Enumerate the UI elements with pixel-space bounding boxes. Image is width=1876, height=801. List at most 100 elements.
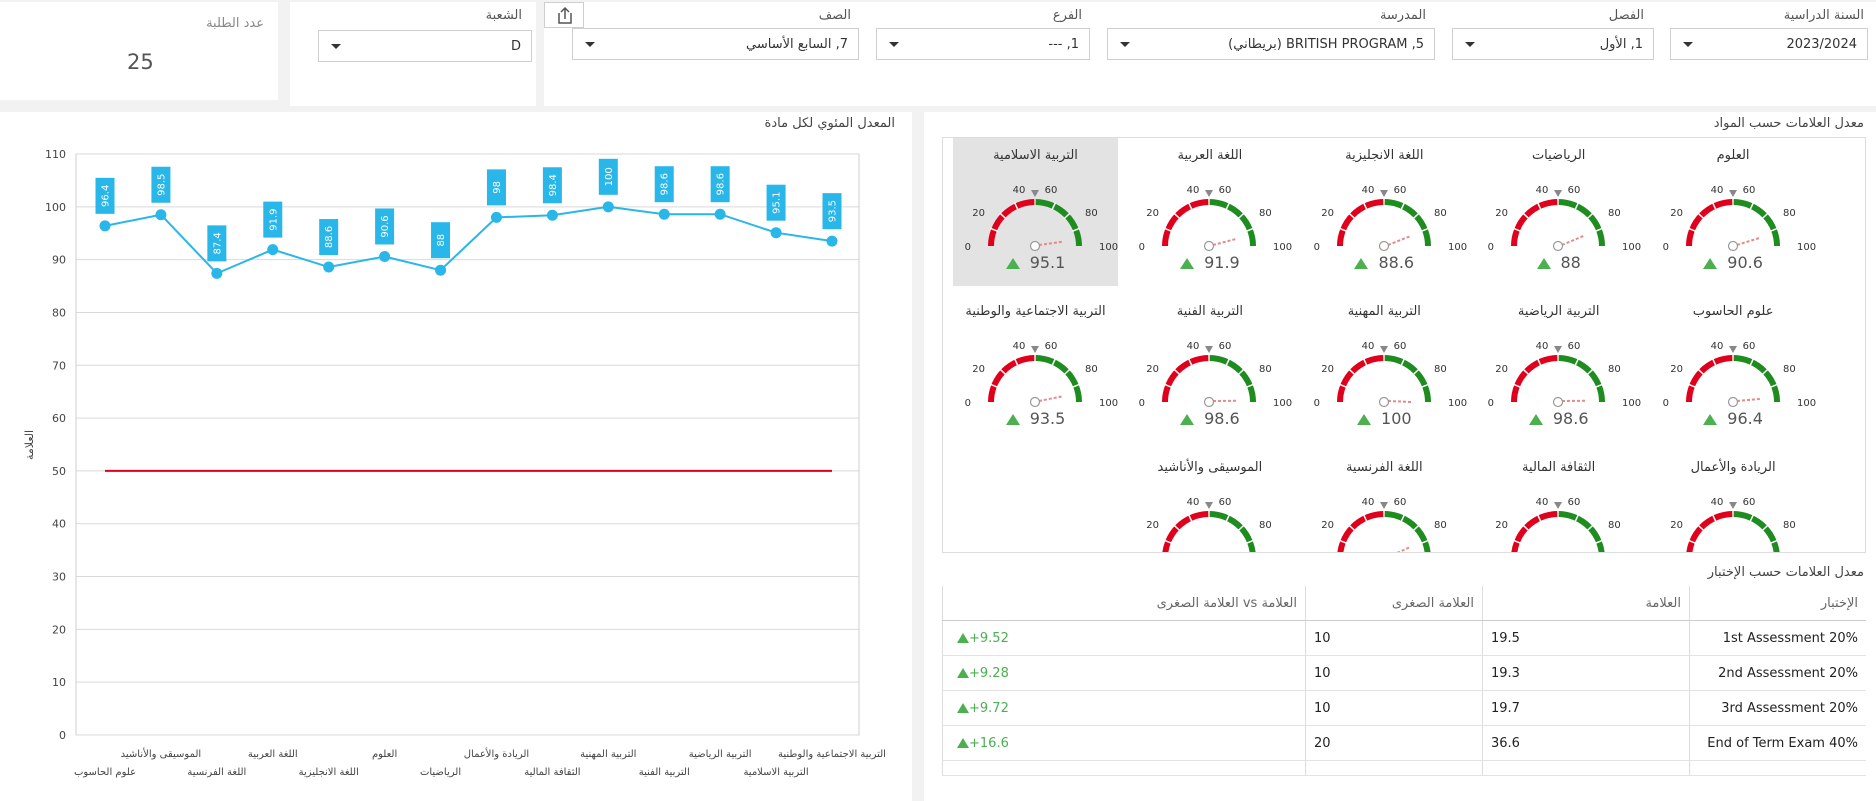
x-tick-label: اللغة الفرنسية bbox=[187, 767, 246, 778]
grade-select[interactable]: 7, السابع الأساسي bbox=[572, 28, 859, 60]
data-label: 91.9 bbox=[268, 208, 279, 230]
gauge-scale-label: 100 bbox=[1273, 398, 1292, 409]
gauge-band bbox=[1733, 511, 1780, 552]
section-select[interactable]: D bbox=[318, 30, 532, 62]
gauge-tick bbox=[1586, 368, 1594, 376]
subject-gauge[interactable]: الرياضيات 0 20 40 60 80 100 88 bbox=[1476, 138, 1641, 286]
data-label: 88.6 bbox=[324, 226, 335, 248]
subject-gauge[interactable]: اللغة الانجليزية 0 20 40 60 80 100 88.6 bbox=[1302, 138, 1466, 286]
subject-gauge[interactable]: التربية الرياضية 0 20 40 60 80 100 98.6 bbox=[1476, 294, 1641, 442]
subject-gauge[interactable]: التربية الاسلامية 0 20 40 60 80 100 95.1 bbox=[953, 138, 1118, 286]
school-select[interactable]: 5, BRITISH PROGRAM (بريطاني) bbox=[1107, 28, 1435, 60]
data-label-box bbox=[95, 177, 115, 214]
x-tick-label: التربية الرياضية bbox=[689, 749, 752, 760]
column-header[interactable]: العلامة vs العلامة الصغرى bbox=[942, 586, 1306, 621]
subject-gauge[interactable]: الريادة والأعمال020406080100 bbox=[1651, 450, 1816, 552]
gauge-band bbox=[1733, 355, 1780, 403]
gauge-scale-label: 80 bbox=[1783, 364, 1796, 375]
gauge-tick bbox=[1412, 212, 1420, 220]
subject-gauge[interactable]: التربية الفنية 0 20 40 60 80 100 98.6 bbox=[1127, 294, 1292, 442]
term-select[interactable]: 1, الأول bbox=[1452, 28, 1654, 60]
subject-gauge[interactable]: التربية الاجتماعية والوطنية 0 20 40 60 80 100 9… bbox=[953, 294, 1118, 442]
subject-gauge[interactable]: الموسيقى والأناشيد020406080100 bbox=[1127, 450, 1292, 552]
gauge-scale-label: 100 bbox=[1622, 242, 1641, 253]
gauge-scale-label: 40 bbox=[1013, 341, 1026, 352]
gauge-scale-label: 80 bbox=[1434, 364, 1447, 375]
triangle-up-icon bbox=[1180, 414, 1195, 425]
gauge-needle bbox=[1736, 397, 1761, 402]
data-label-box bbox=[542, 167, 562, 204]
table-row bbox=[942, 760, 1866, 776]
gauge-band bbox=[1162, 511, 1209, 552]
gauge-tick bbox=[1513, 383, 1522, 388]
column-header[interactable]: الإختبار bbox=[1689, 586, 1866, 621]
data-point bbox=[379, 250, 391, 262]
gauge-band bbox=[1685, 355, 1733, 403]
subject-gauge[interactable]: اللغة الفرنسية020406080100 bbox=[1302, 450, 1467, 552]
gauge-tick bbox=[1400, 202, 1405, 211]
export-icon bbox=[558, 6, 572, 24]
gauge-value-text: 90.6 bbox=[1727, 253, 1763, 272]
gauge-tick bbox=[1761, 368, 1769, 376]
data-label: 98.5 bbox=[156, 174, 167, 196]
data-label: 98.4 bbox=[548, 174, 559, 196]
gauge-tick bbox=[1164, 383, 1173, 388]
table-row[interactable]: 2nd Assessment 20% 19.3 10 9.28+ bbox=[942, 655, 1866, 691]
export-button[interactable] bbox=[544, 2, 584, 28]
column-header[interactable]: العلامة bbox=[1482, 586, 1690, 621]
subject-gauge[interactable]: علوم الحاسوب 0 20 40 60 80 100 96.4 bbox=[1651, 294, 1815, 442]
year-select-value: 2023/2024 bbox=[1786, 37, 1857, 52]
gauge-scale-label: 60 bbox=[1393, 185, 1406, 196]
table-row[interactable]: 1st Assessment 20% 19.5 10 9.52+ bbox=[942, 620, 1866, 656]
gauge-scale-label: 60 bbox=[1393, 497, 1406, 508]
subject-gauge[interactable]: اللغة العربية 0 20 40 60 80 100 91.9 bbox=[1127, 138, 1292, 286]
gauge-marker bbox=[1205, 346, 1214, 353]
subject-gauge[interactable]: العلوم 0 20 40 60 80 100 90.6 bbox=[1651, 138, 1816, 286]
gauge-scale-label: 100 bbox=[1797, 242, 1816, 253]
gauge-band bbox=[1558, 511, 1605, 552]
gauge-scale-label: 20 bbox=[1321, 208, 1334, 219]
data-point bbox=[490, 211, 502, 223]
subject-gauge[interactable]: الثقافة المالية020406080100 bbox=[1476, 450, 1641, 552]
triangle-up-icon bbox=[957, 667, 969, 678]
x-tick-label: العلوم bbox=[372, 749, 397, 760]
term-select-value: 1, الأول bbox=[1599, 37, 1643, 52]
mark-cell: 19.5 bbox=[1482, 620, 1690, 656]
gauge-value-text: 91.9 bbox=[1204, 253, 1240, 272]
data-point bbox=[267, 244, 279, 256]
table-row[interactable]: 3rd Assessment 20% 19.7 10 9.72+ bbox=[942, 690, 1866, 726]
table-row[interactable]: End of Term Exam 40% 36.6 20 16.6+ bbox=[942, 725, 1866, 761]
subject-gauge[interactable]: التربية المهنية 0 20 40 60 80 100 100 bbox=[1302, 294, 1466, 442]
gauge-scale-label: 60 bbox=[1393, 341, 1406, 352]
gauge-tick bbox=[1051, 202, 1057, 211]
gauge-scale-label: 60 bbox=[1568, 185, 1581, 196]
gauge-tick bbox=[1063, 212, 1071, 220]
branch-select[interactable]: 1, --- bbox=[876, 28, 1090, 60]
gauge-tick bbox=[1362, 202, 1368, 211]
gauge-tick bbox=[1338, 539, 1347, 544]
x-tick-label: اللغة الانجليزية bbox=[299, 767, 359, 778]
data-label-box bbox=[710, 166, 730, 203]
gauge-scale-label: 40 bbox=[1536, 341, 1549, 352]
y-tick-label: 70 bbox=[52, 359, 66, 372]
gauge-tick bbox=[1348, 368, 1356, 376]
x-tick-label: التربية الاسلامية bbox=[743, 767, 808, 778]
year-select[interactable]: 2023/2024 bbox=[1670, 28, 1868, 60]
data-label-box bbox=[319, 219, 339, 256]
gauge-scale-label: 80 bbox=[1434, 520, 1447, 531]
triangle-up-icon bbox=[957, 632, 969, 643]
column-header[interactable]: العلامة الصغرى bbox=[1305, 586, 1483, 621]
gauge-tick bbox=[1748, 514, 1754, 523]
data-label-box bbox=[431, 222, 451, 259]
data-label-box bbox=[263, 201, 283, 238]
gauge-tick bbox=[1400, 358, 1405, 367]
gauge-tick bbox=[1348, 212, 1356, 220]
data-point bbox=[323, 261, 335, 273]
gauge-marker bbox=[1205, 190, 1214, 197]
data-point bbox=[658, 208, 670, 220]
gauge-tick bbox=[1173, 212, 1181, 220]
